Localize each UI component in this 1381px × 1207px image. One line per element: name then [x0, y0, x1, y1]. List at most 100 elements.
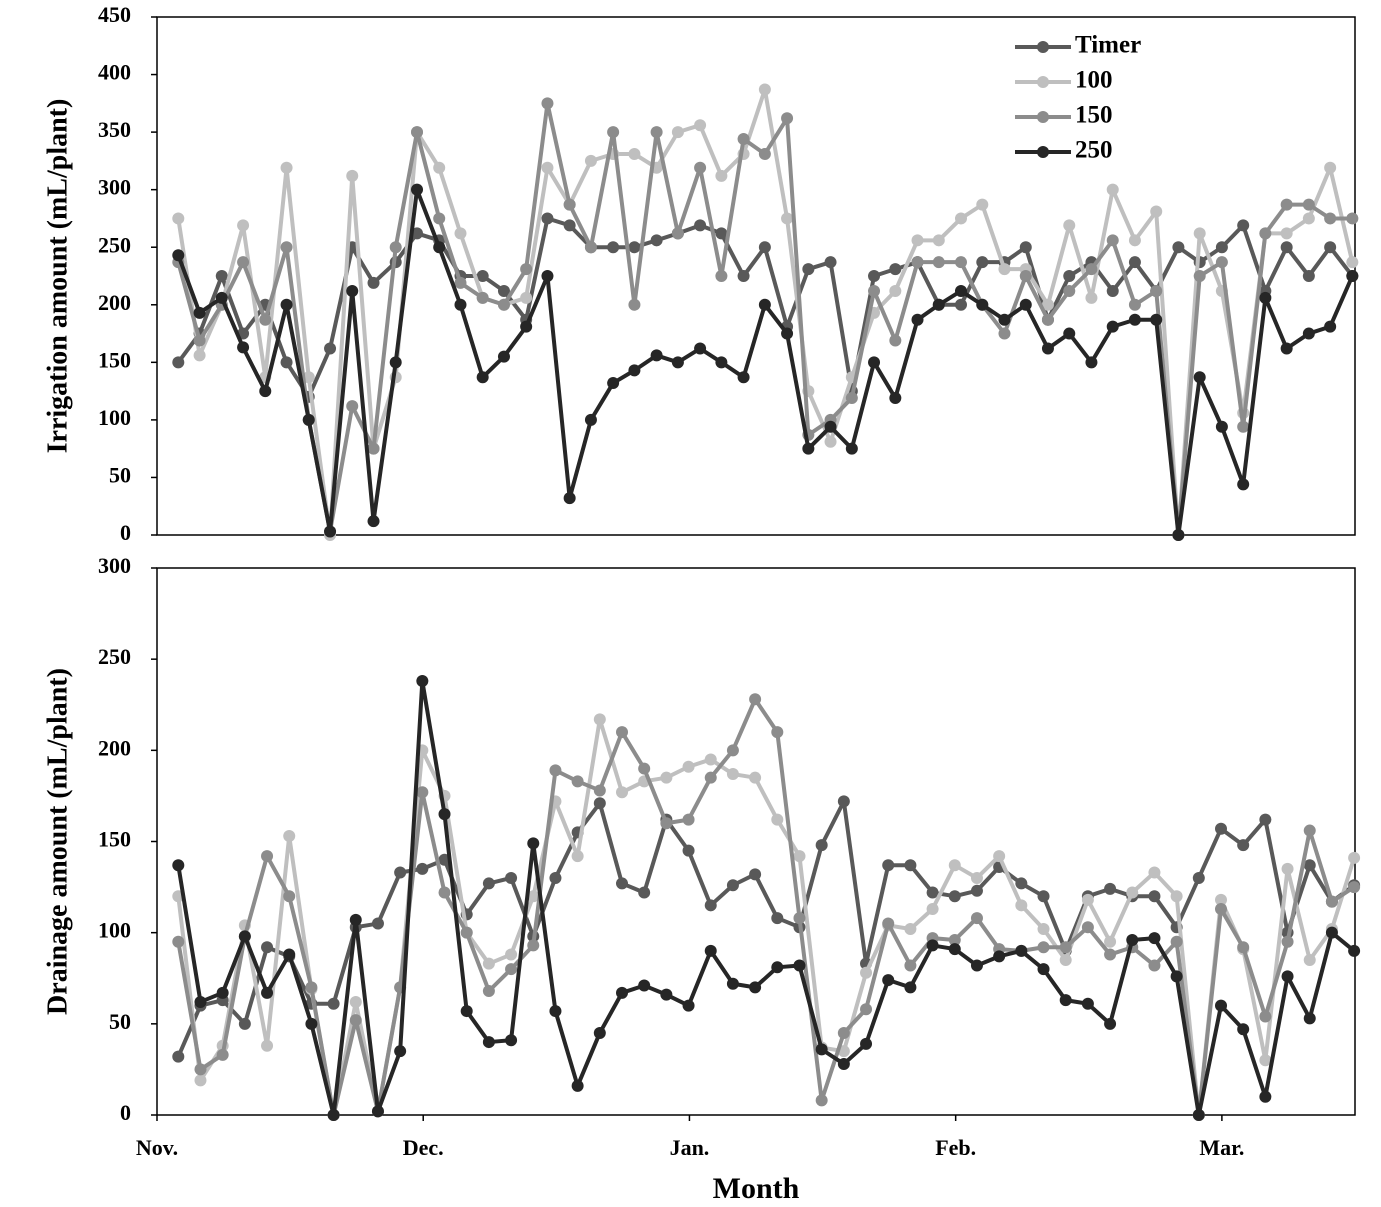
- data-point: [305, 981, 318, 994]
- data-point: [1170, 890, 1183, 903]
- data-point: [1259, 227, 1272, 240]
- data-point: [682, 813, 695, 826]
- data-point: [889, 334, 902, 347]
- data-point: [1104, 882, 1117, 895]
- data-point: [889, 392, 902, 405]
- data-point: [824, 435, 837, 448]
- data-point: [970, 912, 983, 925]
- data-point: [616, 986, 629, 999]
- data-point: [324, 525, 337, 538]
- data-point: [726, 977, 739, 990]
- data-point: [527, 939, 540, 952]
- data-point: [346, 400, 359, 413]
- data-point: [793, 912, 806, 925]
- data-point: [758, 147, 771, 160]
- data-point: [771, 726, 784, 739]
- data-point: [1259, 1054, 1272, 1067]
- data-point: [527, 837, 540, 850]
- x-tick-label: Nov.: [136, 1135, 178, 1160]
- data-point: [1346, 256, 1359, 269]
- data-point: [593, 797, 606, 810]
- data-point: [1170, 970, 1183, 983]
- data-point: [280, 161, 293, 174]
- legend-label: 250: [1075, 137, 1113, 164]
- data-point: [438, 886, 451, 899]
- data-point: [549, 871, 562, 884]
- data-point: [638, 762, 651, 775]
- data-point: [932, 298, 945, 311]
- data-point: [394, 1045, 407, 1058]
- data-point: [416, 862, 429, 875]
- data-point: [970, 871, 983, 884]
- data-point: [571, 850, 584, 863]
- data-point: [1063, 327, 1076, 340]
- data-point: [976, 198, 989, 211]
- data-point: [1346, 212, 1359, 225]
- data-point: [1302, 327, 1315, 340]
- data-point: [259, 385, 272, 398]
- data-point: [261, 1039, 274, 1052]
- data-point: [261, 850, 274, 863]
- data-point: [1302, 198, 1315, 211]
- data-point: [454, 276, 467, 289]
- data-point: [433, 212, 446, 225]
- data-point: [837, 1057, 850, 1070]
- data-point: [367, 276, 380, 289]
- data-point: [802, 442, 815, 455]
- data-point: [650, 126, 663, 139]
- data-point: [1237, 478, 1250, 491]
- data-point: [416, 786, 429, 799]
- data-point: [868, 284, 881, 297]
- data-point: [1104, 1017, 1117, 1030]
- data-point: [346, 169, 359, 182]
- data-point: [1081, 997, 1094, 1010]
- data-point: [868, 356, 881, 369]
- data-point: [1193, 227, 1206, 240]
- data-point: [1237, 941, 1250, 954]
- data-point: [237, 256, 250, 269]
- data-point: [172, 935, 185, 948]
- data-point: [1303, 1012, 1316, 1025]
- data-point: [505, 948, 518, 961]
- data-point: [194, 995, 207, 1008]
- data-point: [1128, 298, 1141, 311]
- data-point: [1303, 859, 1316, 872]
- data-point: [1104, 935, 1117, 948]
- data-point: [1193, 270, 1206, 282]
- data-point: [628, 298, 641, 311]
- y-tick-label: 200: [98, 290, 131, 315]
- y-tick-label: 200: [98, 735, 131, 760]
- data-point: [1237, 1023, 1250, 1036]
- data-point: [726, 744, 739, 757]
- data-point: [527, 890, 540, 903]
- data-point: [541, 270, 554, 282]
- data-point: [1259, 291, 1272, 304]
- data-point: [1215, 241, 1228, 254]
- y-tick-label: 150: [98, 347, 131, 372]
- data-point: [704, 899, 717, 912]
- data-point: [824, 420, 837, 433]
- data-point: [715, 227, 728, 240]
- data-point: [793, 959, 806, 972]
- data-point: [1126, 886, 1139, 899]
- data-point: [1059, 954, 1072, 967]
- data-point: [302, 413, 315, 426]
- data-point: [482, 1036, 495, 1049]
- data-point: [607, 126, 620, 139]
- x-axis-label: Month: [713, 1172, 800, 1205]
- data-point: [704, 771, 717, 784]
- data-point: [1085, 263, 1098, 276]
- data-point: [607, 377, 620, 390]
- legend-marker: [1037, 41, 1049, 53]
- data-point: [694, 342, 707, 355]
- y-tick-label: 250: [98, 232, 131, 257]
- data-point: [911, 256, 924, 269]
- data-point: [904, 859, 917, 872]
- data-point: [993, 850, 1006, 863]
- data-point: [1019, 241, 1032, 254]
- data-point: [860, 966, 873, 979]
- data-point: [650, 349, 663, 362]
- data-point: [172, 212, 185, 225]
- data-point: [1106, 183, 1119, 196]
- data-point: [616, 877, 629, 890]
